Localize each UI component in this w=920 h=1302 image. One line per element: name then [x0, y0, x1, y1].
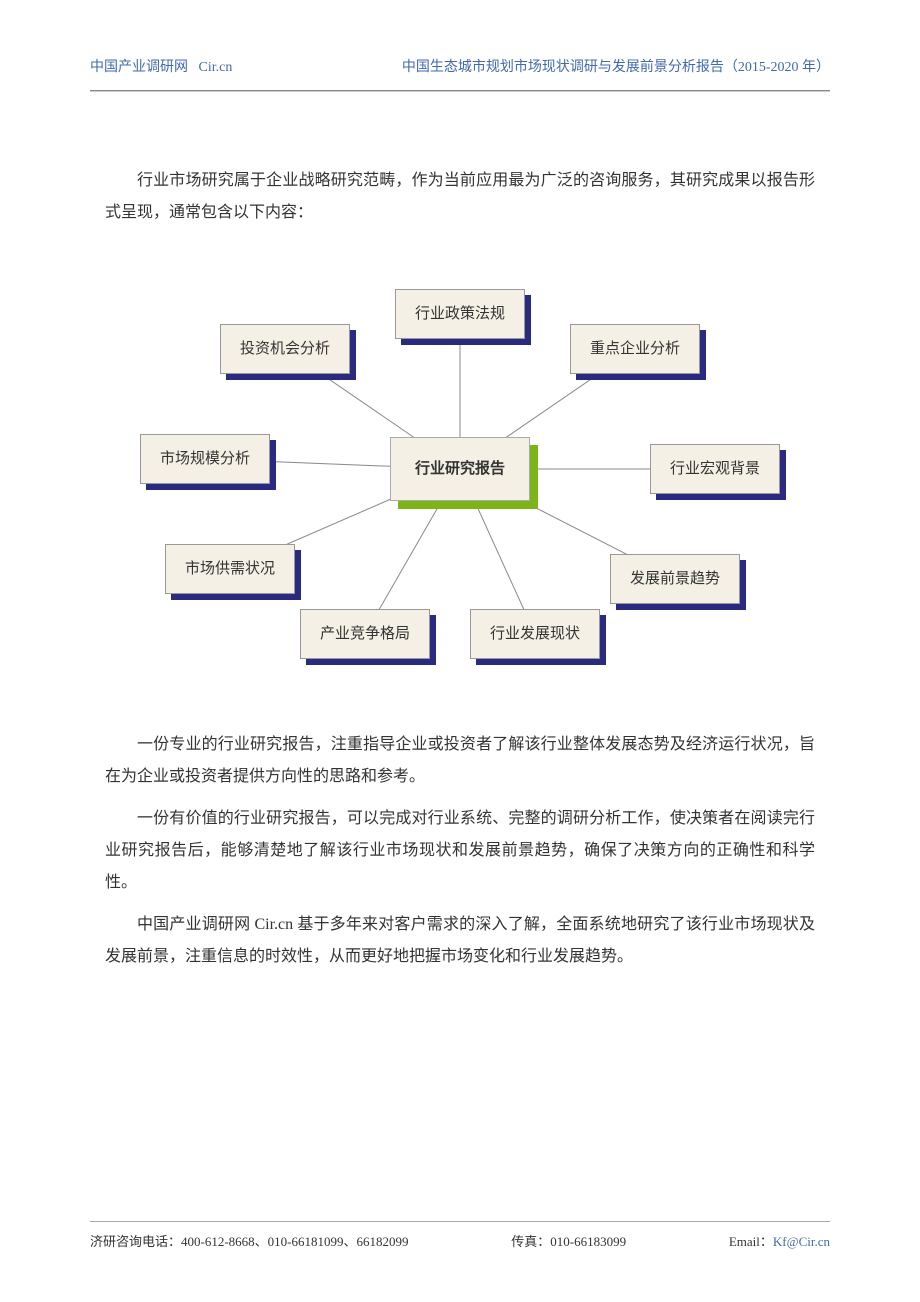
node-label: 重点企业分析	[570, 324, 700, 374]
diagram-node-n3: 发展前景趋势	[610, 554, 740, 604]
footer-email-label: Email：	[729, 1234, 773, 1249]
node-label: 投资机会分析	[220, 324, 350, 374]
node-label: 市场供需状况	[165, 544, 295, 594]
report-title-link[interactable]: 中国生态城市规划市场现状调研与发展前景分析报告（2015-2020 年）	[402, 56, 830, 76]
node-label: 行业宏观背景	[650, 444, 780, 494]
intro-paragraph: 行业市场研究属于企业战略研究范畴，作为当前应用最为广泛的咨询服务，其研究成果以报…	[105, 165, 815, 229]
header-left: 中国产业调研网 Cir.cn	[90, 56, 232, 76]
node-label: 行业发展现状	[470, 609, 600, 659]
industry-report-diagram: 行业政策法规重点企业分析行业宏观背景发展前景趋势行业发展现状产业竞争格局市场供需…	[110, 269, 810, 669]
node-label: 产业竞争格局	[300, 609, 430, 659]
body-paragraph-2: 一份有价值的行业研究报告，可以完成对行业系统、完整的调研分析工作，使决策者在阅读…	[105, 803, 815, 899]
center-node-label: 行业研究报告	[390, 437, 530, 501]
diagram-node-n1: 重点企业分析	[570, 324, 700, 374]
node-label: 行业政策法规	[395, 289, 525, 339]
site-name-link[interactable]: 中国产业调研网	[90, 60, 188, 75]
node-label: 发展前景趋势	[610, 554, 740, 604]
diagram-node-n4: 行业发展现状	[470, 609, 600, 659]
diagram-node-n8: 投资机会分析	[220, 324, 350, 374]
diagram-node-n7: 市场规模分析	[140, 434, 270, 484]
diagram-node-n5: 产业竞争格局	[300, 609, 430, 659]
footer-phone: 济研咨询电话：400-612-8668、010-66181099、6618209…	[90, 1231, 409, 1250]
footer-fax: 传真：010-66183099	[511, 1231, 626, 1250]
diagram-center-node: 行业研究报告	[390, 437, 530, 501]
header-divider	[90, 90, 830, 92]
page-header: 中国产业调研网 Cir.cn 中国生态城市规划市场现状调研与发展前景分析报告（2…	[0, 56, 920, 76]
page-footer: 济研咨询电话：400-612-8668、010-66181099、6618209…	[0, 1231, 920, 1250]
footer-divider	[90, 1221, 830, 1222]
node-label: 市场规模分析	[140, 434, 270, 484]
body-paragraph-1: 一份专业的行业研究报告，注重指导企业或投资者了解该行业整体发展态势及经济运行状况…	[105, 729, 815, 793]
footer-email-link[interactable]: Kf@Cir.cn	[773, 1234, 830, 1249]
footer-email: Email：Kf@Cir.cn	[729, 1231, 830, 1250]
page-content: 行业市场研究属于企业战略研究范畴，作为当前应用最为广泛的咨询服务，其研究成果以报…	[105, 165, 815, 983]
body-paragraph-3: 中国产业调研网 Cir.cn 基于多年来对客户需求的深入了解，全面系统地研究了该…	[105, 909, 815, 973]
diagram-node-n0: 行业政策法规	[395, 289, 525, 339]
site-domain-link[interactable]: Cir.cn	[199, 60, 233, 75]
diagram-node-n2: 行业宏观背景	[650, 444, 780, 494]
diagram-node-n6: 市场供需状况	[165, 544, 295, 594]
